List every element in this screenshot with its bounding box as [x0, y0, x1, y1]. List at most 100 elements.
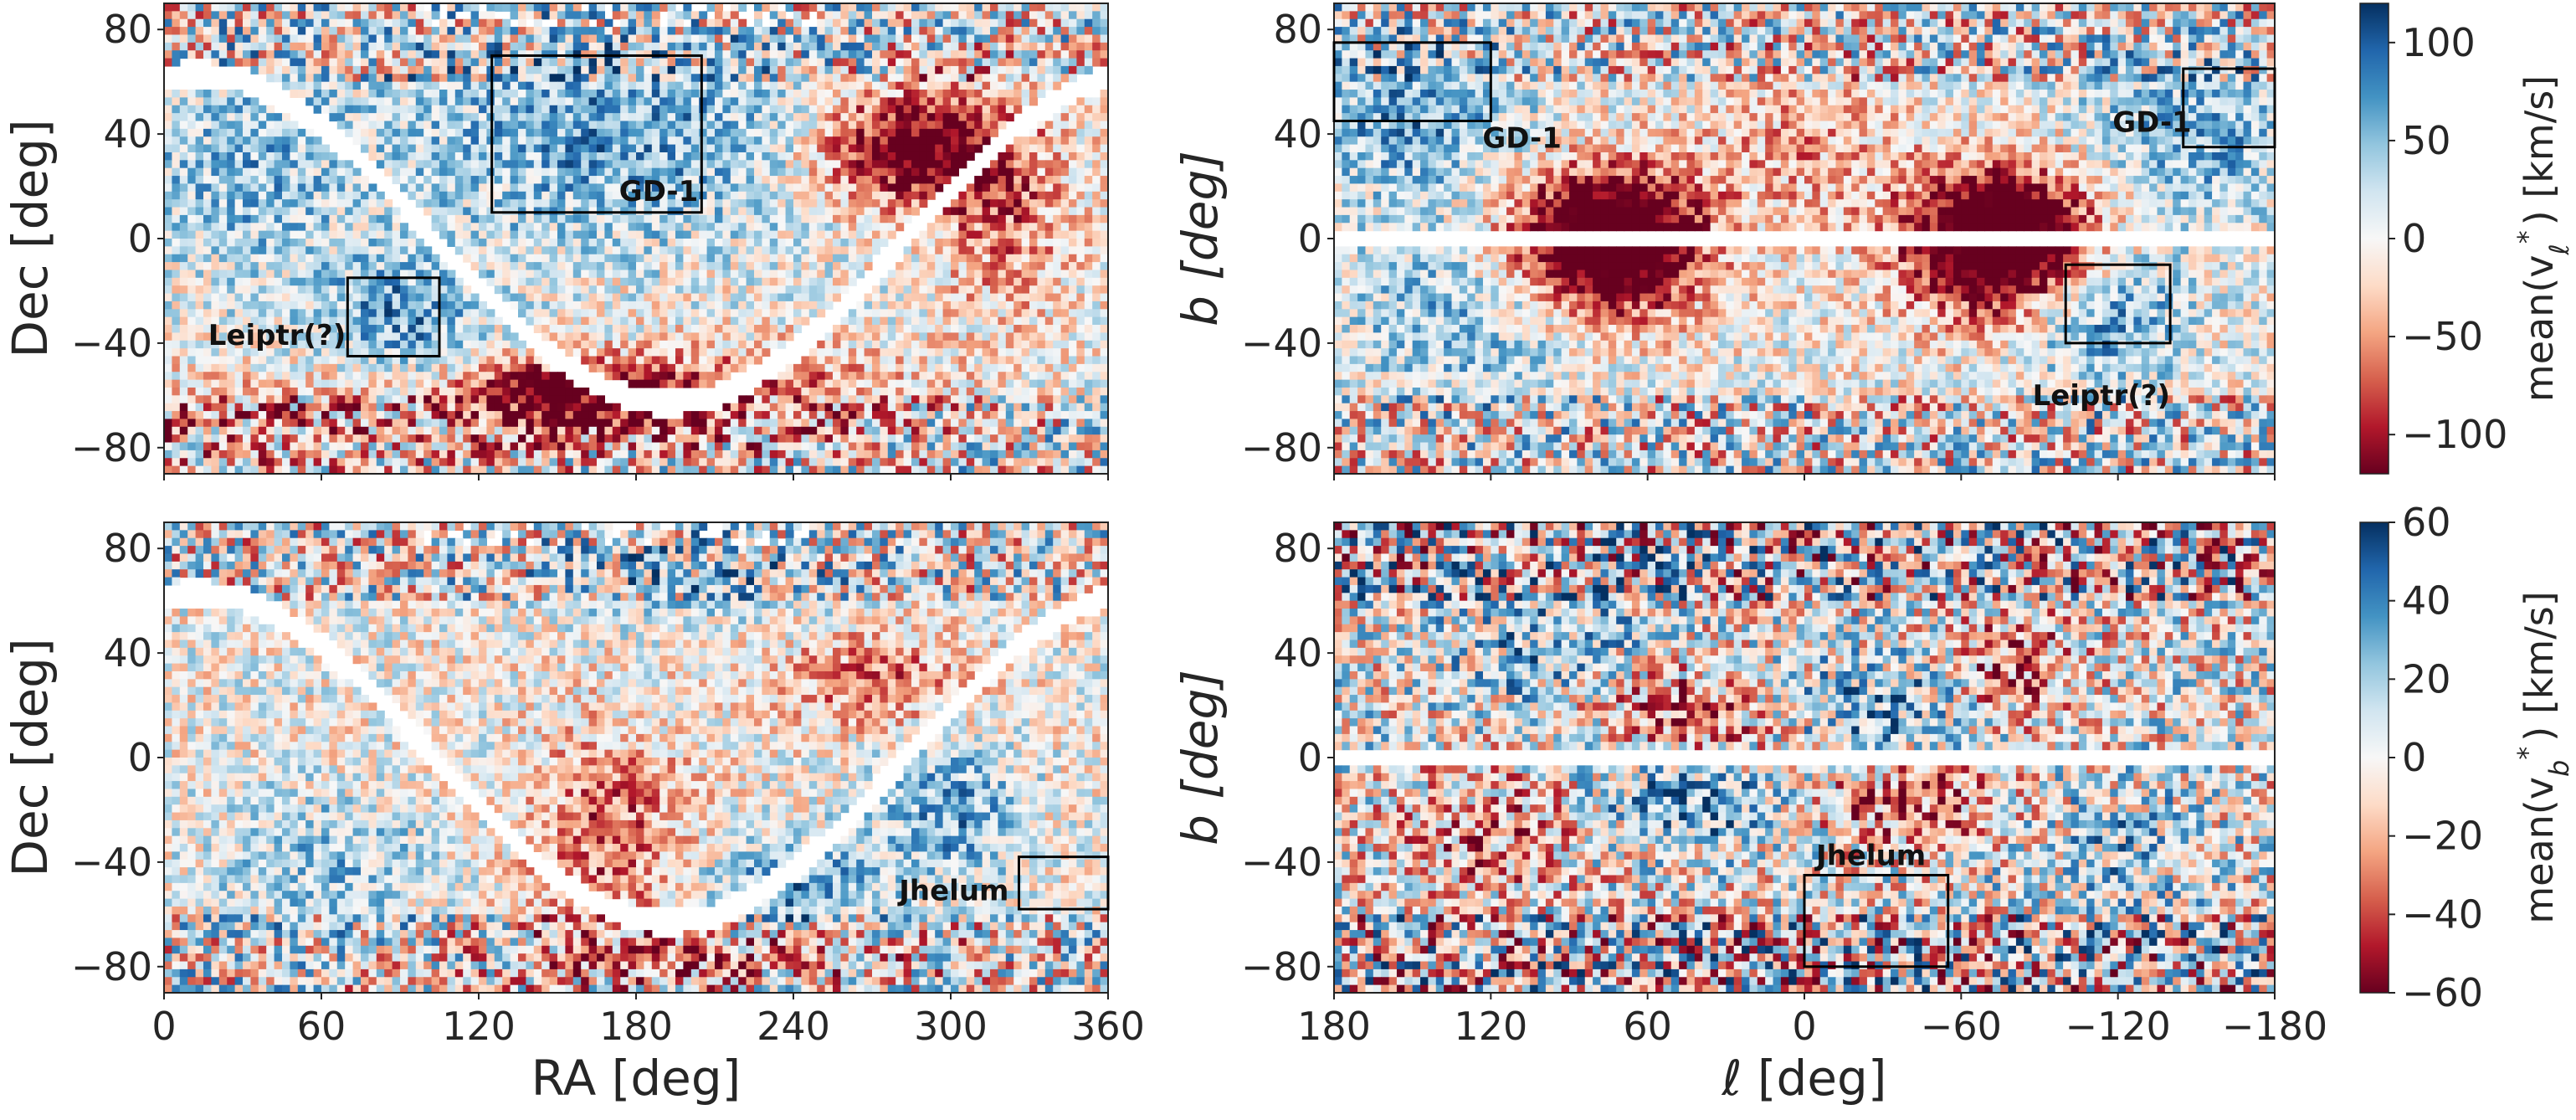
- heat-cell: [549, 90, 558, 98]
- heat-cell: [258, 309, 267, 318]
- heat-cell: [651, 183, 660, 193]
- heat-cell: [801, 301, 810, 310]
- heat-cell: [667, 293, 676, 302]
- heat-cell: [423, 105, 433, 114]
- heat-cell: [526, 183, 535, 193]
- heat-cell: [620, 176, 629, 185]
- heat-cell: [958, 239, 967, 247]
- heat-cell: [572, 121, 582, 130]
- heat-cell: [533, 254, 542, 263]
- heat-cell: [352, 34, 362, 44]
- heat-cell: [738, 285, 747, 295]
- heat-cell: [502, 97, 511, 106]
- heat-cell: [541, 270, 551, 279]
- heat-cell: [597, 11, 605, 20]
- heat-cell: [345, 27, 354, 36]
- heat-cell: [439, 191, 448, 200]
- heat-cell: [243, 277, 251, 286]
- heat-cell: [903, 277, 912, 286]
- heat-cell: [266, 277, 275, 286]
- heat-cell: [706, 42, 716, 51]
- heat-cell: [352, 11, 362, 20]
- heat-cell: [588, 340, 598, 349]
- heat-cell: [510, 11, 519, 20]
- heat-cell: [321, 214, 330, 223]
- heat-cell: [895, 191, 905, 200]
- heat-cell: [565, 81, 574, 90]
- heat-cell: [895, 316, 905, 326]
- heat-cell: [604, 301, 613, 310]
- heat-cell: [730, 325, 739, 333]
- heat-cell: [533, 239, 542, 247]
- heat-cell: [243, 128, 251, 137]
- heat-cell: [243, 262, 251, 271]
- heat-cell: [833, 176, 841, 185]
- heat-cell: [439, 50, 448, 59]
- heat-cell: [1013, 309, 1023, 318]
- heat-cell: [392, 152, 401, 161]
- heat-cell: [431, 325, 440, 333]
- heat-cell: [400, 293, 408, 302]
- heat-cell: [400, 301, 408, 310]
- heat-cell: [565, 128, 574, 137]
- heat-cell: [880, 176, 889, 185]
- heat-cell: [942, 81, 952, 90]
- heat-cell: [297, 285, 306, 295]
- heat-cell: [368, 348, 377, 357]
- heat-cell: [290, 18, 299, 28]
- heat-cell: [274, 11, 283, 20]
- heat-cell: [557, 136, 566, 146]
- heat-cell: [690, 27, 700, 36]
- heat-cell: [769, 246, 778, 255]
- heat-cell: [164, 230, 172, 239]
- heat-cell: [706, 128, 716, 137]
- heat-cell: [439, 160, 448, 169]
- heat-cell: [848, 160, 857, 169]
- heat-cell: [211, 199, 220, 208]
- heat-cell: [1060, 121, 1070, 130]
- heat-cell: [321, 325, 330, 333]
- heat-cell: [266, 50, 275, 59]
- heat-cell: [526, 34, 535, 44]
- heat-cell: [683, 183, 692, 193]
- heat-cell: [597, 239, 605, 247]
- heat-cell: [769, 293, 778, 302]
- heat-cell: [384, 27, 393, 36]
- heat-cell: [675, 254, 684, 263]
- heat-cell: [856, 239, 865, 247]
- heat-cell: [895, 121, 905, 130]
- heat-cell: [926, 3, 936, 12]
- heat-cell: [266, 167, 275, 177]
- heat-cell: [494, 191, 503, 200]
- heat-cell: [218, 97, 228, 106]
- heat-cell: [266, 105, 275, 114]
- heat-cell: [218, 285, 228, 295]
- heat-cell: [998, 176, 1007, 185]
- heat-cell: [872, 325, 880, 333]
- heat-cell: [266, 128, 275, 137]
- heat-cell: [715, 128, 723, 137]
- heat-cell: [808, 136, 818, 146]
- heat-cell: [793, 27, 802, 36]
- heat-cell: [454, 277, 464, 286]
- heat-cell: [187, 309, 197, 318]
- heat-cell: [447, 199, 456, 208]
- heat-cell: [1100, 277, 1108, 286]
- heat-cell: [636, 246, 644, 255]
- heat-cell: [1021, 81, 1030, 90]
- heat-cell: [840, 316, 849, 326]
- heat-cell: [667, 128, 676, 137]
- heat-cell: [1069, 113, 1077, 122]
- heat-cell: [588, 325, 598, 333]
- heat-cell: [730, 74, 739, 83]
- heat-cell: [234, 50, 244, 59]
- heat-cell: [502, 183, 511, 193]
- heat-cell: [911, 316, 920, 326]
- heat-cell: [541, 152, 551, 161]
- heat-cell: [321, 301, 330, 310]
- heat-cell: [1100, 191, 1108, 200]
- heat-cell: [824, 81, 834, 90]
- heat-cell: [290, 160, 299, 169]
- heat-cell: [864, 199, 873, 208]
- heat-cell: [990, 113, 998, 122]
